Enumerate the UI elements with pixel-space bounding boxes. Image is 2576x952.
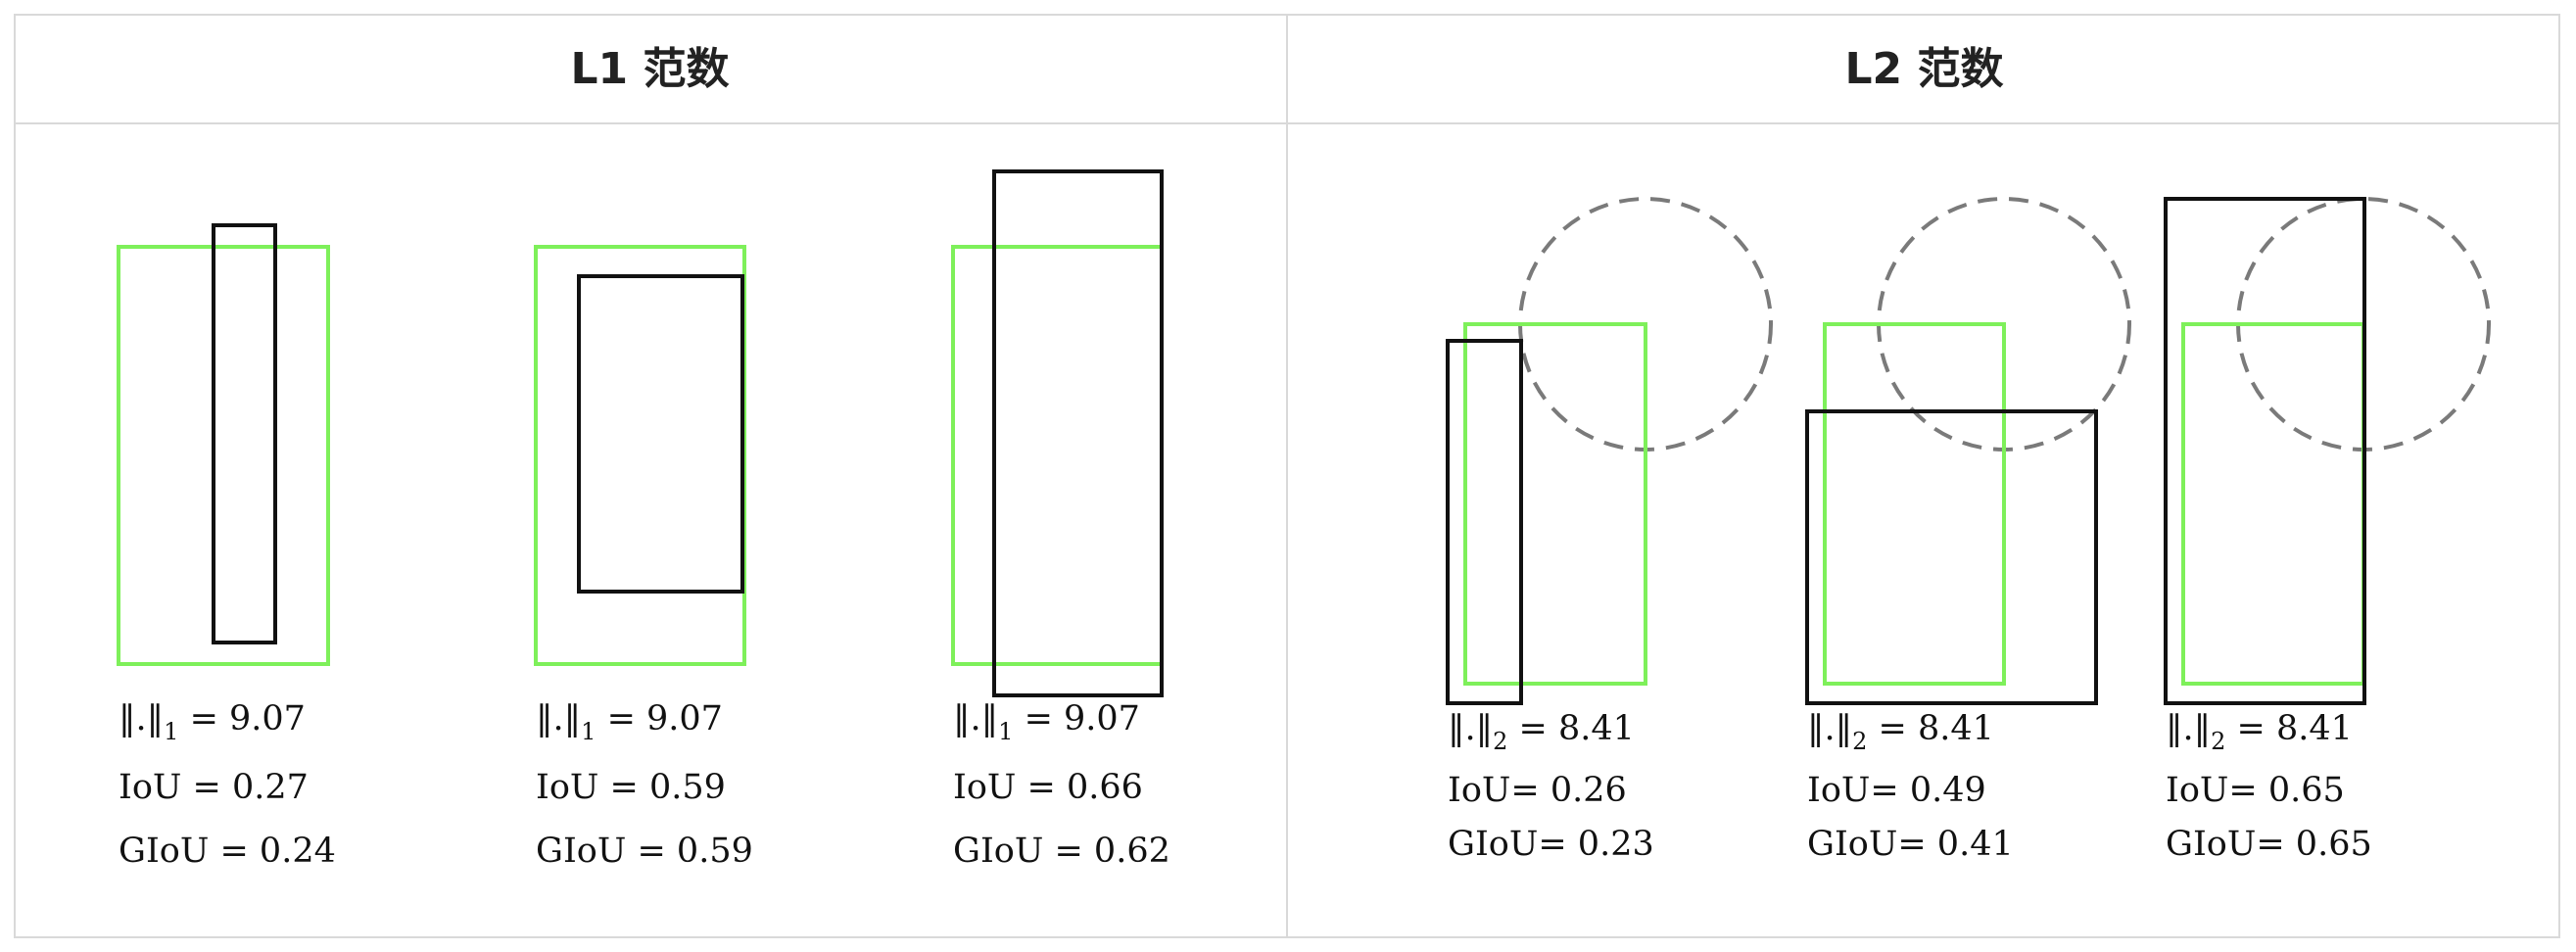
l2-case-2-norm: ‖.‖2 = 8.41 [1807,709,1994,755]
l2-case-1-giou: GIoU= 0.23 [1448,825,1654,864]
l2-case-3-iou: IoU= 0.65 [2166,771,2345,810]
l2-case-3-giou: GIoU= 0.65 [2166,825,2372,864]
l1-case-1-norm: ‖.‖1 = 9.07 [119,699,306,745]
l1-case-2-giou: GIoU = 0.59 [536,832,753,871]
l1-case-3-norm: ‖.‖1 = 9.07 [953,699,1140,745]
l1-case-3-iou: IoU = 0.66 [953,768,1143,807]
predicted-box [577,274,744,594]
l1-case-2-diagram [534,245,746,666]
l1-case-1-diagram [117,223,330,666]
ground-truth-box [1463,322,1647,686]
l2-case-1-iou: IoU= 0.26 [1448,771,1627,810]
column-divider [1286,14,1288,938]
l1-case-3-giou: GIoU = 0.62 [953,832,1170,871]
ground-truth-box [117,245,330,666]
predicted-box [1805,409,2098,705]
predicted-box [1446,339,1523,705]
ground-truth-box [2181,322,2365,686]
ground-truth-box [951,245,1164,666]
l1-case-3-diagram [951,169,1164,697]
l2-case-2-iou: IoU= 0.49 [1807,771,1986,810]
ground-truth-box [1823,322,2006,686]
l1-case-2-norm: ‖.‖1 = 9.07 [536,699,723,745]
predicted-box [992,169,1164,697]
ground-truth-box [534,245,746,666]
predicted-box [2164,197,2366,705]
predicted-box [212,223,277,644]
l2-case-1-norm: ‖.‖2 = 8.41 [1448,709,1635,755]
l2-case-1-diagram [1446,197,1773,705]
l2-case-3-diagram [2164,197,2491,705]
column-title-l1-norm: L1 范数 [570,44,730,94]
l1-case-1-giou: GIoU = 0.24 [119,832,336,871]
l1-case-1-iou: IoU = 0.27 [119,768,309,807]
l1-case-2-iou: IoU = 0.59 [536,768,726,807]
l2-case-2-diagram [1805,197,2131,705]
l2-case-3-norm: ‖.‖2 = 8.41 [2166,709,2353,755]
l2-case-2-giou: GIoU= 0.41 [1807,825,2014,864]
column-title-l2-norm: L2 范数 [1844,44,2004,94]
